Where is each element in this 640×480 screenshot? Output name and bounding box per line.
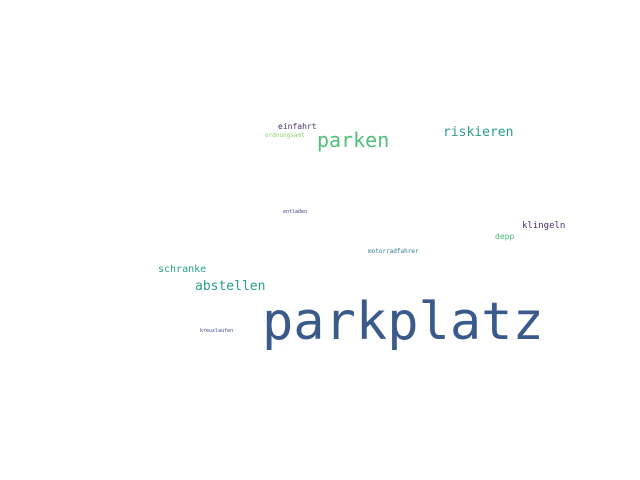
word-abstellen: abstellen [195, 279, 266, 294]
word-klingeln: klingeln [522, 221, 566, 231]
word-parkplatz: parkplatz [262, 292, 544, 352]
word-kreuzlaufen: kreuzlaufen [200, 328, 234, 334]
word-motorradfahrer: motorradfahrer [368, 248, 419, 255]
word-parken: parken [317, 128, 390, 152]
word-riskieren: riskieren [443, 125, 514, 140]
word-einfahrt: einfahrt [278, 122, 317, 131]
word-schranke: schranke [158, 264, 207, 275]
word-ordnungsamt: ordnungsamt [265, 132, 305, 139]
word-entladen: entladen [283, 209, 308, 215]
word-depp: depp [495, 232, 515, 241]
